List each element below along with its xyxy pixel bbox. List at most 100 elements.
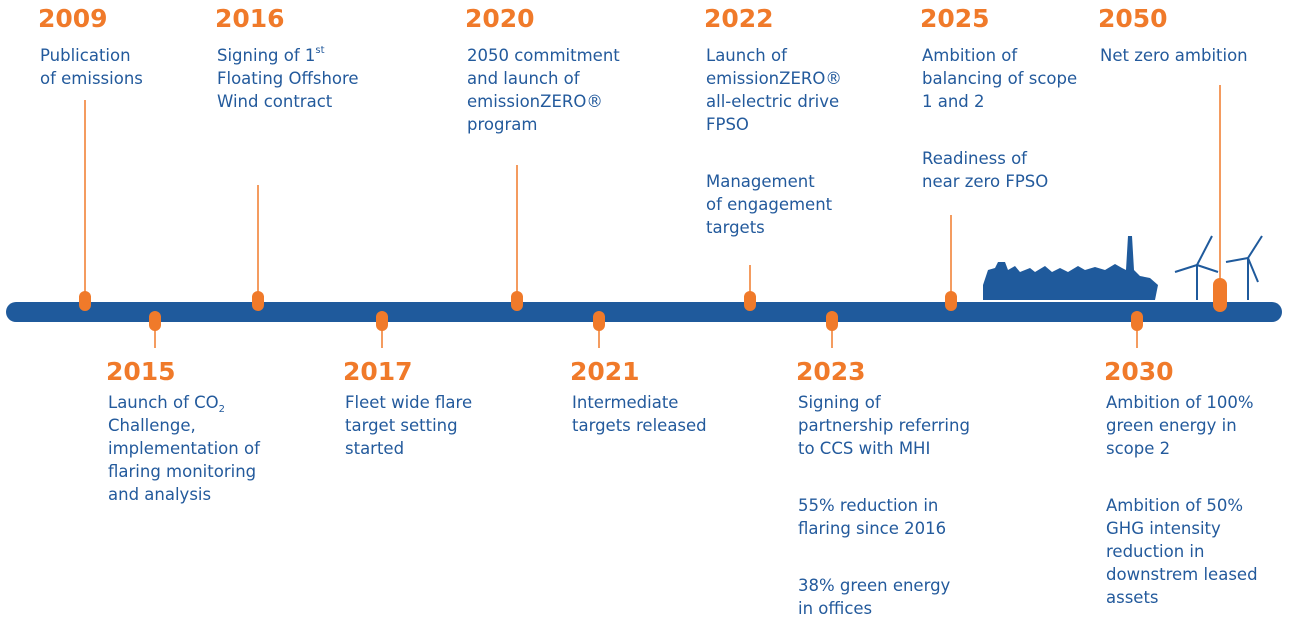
event-text: 2050 commitment [467,46,620,65]
event-text: of emissions [40,69,143,88]
event-text-part: reduction in [1106,542,1204,561]
event-text-part: GHG intensity [1106,519,1221,538]
event-text: Signing of [798,393,882,412]
event-text-part: program [467,115,537,134]
event-text: downstrem leased [1106,565,1258,584]
page: 2009 Publication of emissions 2016 Signing o… [0,0,1300,625]
event-text: Launch of [706,46,788,65]
timeline: 2009 Publication of emissions 2016 Signing o… [0,0,1300,625]
event-text-part: implementation of [108,439,261,458]
event-text: FPSO [706,115,749,134]
event-year: 2025 [920,4,990,33]
event-text-part: emissionZERO® [706,69,842,88]
event-text: to CCS with MHI [798,439,930,458]
event-text: Challenge, [108,416,196,435]
milestone-dot [744,291,756,311]
event-text: Readiness of [922,149,1028,168]
event-text: Publication [40,46,131,65]
event-text-part: Floating Offshore [217,69,359,88]
event-text: Ambition of [922,46,1018,65]
event-text-part: 2050 commitment [467,46,620,65]
timeline-bar [6,302,1282,322]
event-text-part: targets [706,218,765,237]
event-text-part: emissionZERO® [467,92,603,111]
event-year: 2050 [1098,4,1168,33]
event-text-part: downstrem leased [1106,565,1258,584]
event-text-part: Publication [40,46,131,65]
event-year: 2016 [215,4,285,33]
event-text-part: Intermediate [572,393,678,412]
event-text: flaring since 2016 [798,519,946,538]
event-text-part: Signing of [798,393,882,412]
event-text: target setting [345,416,458,435]
event-text-part: to CCS with MHI [798,439,930,458]
event-year: 2009 [38,4,108,33]
event-text-part: 55% reduction in [798,496,938,515]
event-text-part: in offices [798,599,872,618]
event-text-part: targets released [572,416,707,435]
event-text-part: assets [1106,588,1159,607]
event-text-part: and launch of [467,69,581,88]
event-text-part: balancing of scope [922,69,1077,88]
milestone-dot [149,311,161,331]
event-text: balancing of scope [922,69,1077,88]
event-text: green energy in [1106,416,1237,435]
event-text: Wind contract [217,92,333,111]
event-text: Fleet wide flare [345,393,472,412]
event-text: all-electric drive [706,92,839,111]
event-text: Ambition of 50% [1106,496,1243,515]
event-text: emissionZERO® [467,92,603,111]
event-text-part: Challenge, [108,416,196,435]
event-text-part: scope 2 [1106,439,1170,458]
milestone-dot [376,311,388,331]
event-text: 1 and 2 [922,92,985,111]
event-text: Ambition of 100% [1106,393,1254,412]
event-text-part: near zero FPSO [922,172,1048,191]
event-text-part: Readiness of [922,149,1028,168]
event-text: GHG intensity [1106,519,1221,538]
event-text: flaring monitoring [108,462,256,481]
event-text-part: Ambition of 100% [1106,393,1254,412]
event-text: targets [706,218,765,237]
event-text: Floating Offshore [217,69,359,88]
event-text: partnership referring [798,416,970,435]
event-year: 2015 [106,357,176,386]
event-text-part: Ambition of 50% [1106,496,1243,515]
event-text-part: of emissions [40,69,143,88]
event-text: Intermediate [572,393,678,412]
event-year: 2022 [704,4,774,33]
event-year: 2021 [570,357,640,386]
event-text: reduction in [1106,542,1204,561]
event-text: Net zero ambition [1100,46,1248,65]
event-text-part: partnership referring [798,416,970,435]
milestone-dot [79,291,91,311]
event-text-part: Ambition of [922,46,1018,65]
event-text: started [345,439,404,458]
event-text-part: flaring since 2016 [798,519,946,538]
event-text-part: 38% green energy [798,576,951,595]
event-text: Management [706,172,815,191]
event-text-part: and analysis [108,485,211,504]
milestone-dot [511,291,523,311]
event-text-part: Fleet wide flare [345,393,472,412]
event-text-part: Launch of CO [108,393,219,412]
milestone-dot [1131,311,1143,331]
subscript: 2 [219,404,225,415]
event-text: implementation of [108,439,261,458]
milestone-dot [593,311,605,331]
milestone-dot [945,291,957,311]
event-text: 38% green energy [798,576,951,595]
event-text: assets [1106,588,1159,607]
event-text: program [467,115,537,134]
event-text: Signing of 1st [217,45,325,65]
event-year: 2017 [343,357,413,386]
event-text: of engagement [706,195,833,214]
event-text: targets released [572,416,707,435]
milestone-dot [1213,278,1227,312]
fpso-ship [983,236,1158,300]
event-text-part: all-electric drive [706,92,839,111]
milestone-dot [252,291,264,311]
event-text-part: flaring monitoring [108,462,256,481]
event-text-part: Signing of 1 [217,46,315,65]
event-text: and analysis [108,485,211,504]
